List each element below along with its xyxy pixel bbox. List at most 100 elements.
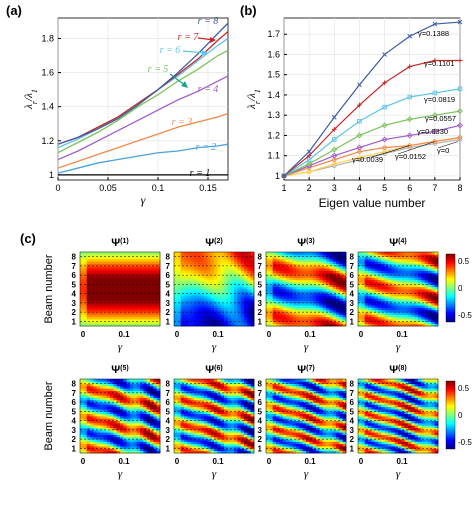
heatmap-cell <box>184 446 188 449</box>
heatmap-cell <box>130 422 134 426</box>
heatmap-cell <box>266 441 270 445</box>
heatmap-cell <box>133 289 138 292</box>
heatmap-cell <box>156 316 161 320</box>
heatmap-cell <box>250 443 255 447</box>
heatmap-cell <box>123 323 128 327</box>
heatmap-cell <box>100 427 104 431</box>
heatmap-cell <box>93 295 98 299</box>
heatmap-cell <box>150 383 154 387</box>
heatmap-cell <box>106 302 111 306</box>
heatmap-cell <box>180 399 185 403</box>
heatmap-cell <box>302 286 307 290</box>
heatmap-cell <box>136 422 141 426</box>
heatmap-cell <box>103 388 108 391</box>
heatmap-cell <box>398 279 402 283</box>
heatmap-cell <box>123 312 128 315</box>
heatmap-cell <box>434 270 439 274</box>
heatmap-cell <box>106 254 111 258</box>
heatmap-cell <box>244 379 248 382</box>
heatmap-cell <box>96 390 101 394</box>
heatmap-cell <box>187 443 192 447</box>
tick-label-y: 8 <box>350 253 355 262</box>
heatmap-cell <box>234 439 238 442</box>
heatmap-cell <box>190 390 195 394</box>
heatmap-cell <box>153 309 158 313</box>
heatmap-cell <box>250 298 255 301</box>
heatmap-cell <box>156 402 161 405</box>
heatmap-cell <box>146 388 151 391</box>
heatmap-cell <box>411 286 416 290</box>
heatmap-cell <box>146 307 151 311</box>
heatmap-cell <box>190 406 195 410</box>
heatmap-cell <box>217 399 222 403</box>
heatmap-cell <box>364 321 369 325</box>
heatmap-cell <box>197 305 202 308</box>
heatmap-cell <box>133 443 138 447</box>
heatmap-cell <box>292 256 297 260</box>
heatmap-cell <box>384 279 389 283</box>
heatmap-cell <box>116 388 121 391</box>
heatmap-cell <box>194 416 198 419</box>
heatmap-cell <box>326 298 330 301</box>
heatmap-cell <box>143 263 148 267</box>
heatmap-cell <box>378 300 382 304</box>
heatmap-cell <box>153 427 158 431</box>
heatmap-cell <box>361 293 366 297</box>
heatmap-cell <box>361 323 366 327</box>
heatmap-cell <box>90 309 94 313</box>
heatmap-cell <box>224 439 228 442</box>
heatmap-cell <box>227 277 232 281</box>
heatmap-cell <box>187 256 192 260</box>
heatmap-cell <box>421 268 426 271</box>
heatmap-cell <box>342 316 347 320</box>
heatmap-cell <box>184 397 188 401</box>
heatmap-cell <box>266 427 270 431</box>
heatmap-cell <box>123 383 128 387</box>
heatmap-cell <box>180 261 185 264</box>
heatmap-cell <box>237 436 242 440</box>
heatmap-cell <box>177 316 182 320</box>
heatmap-cell <box>86 300 91 304</box>
heatmap-cell <box>299 323 304 327</box>
heatmap-cell <box>90 416 94 419</box>
heatmap-cell <box>174 441 178 445</box>
heatmap-cell <box>210 404 215 408</box>
heatmap-cell <box>217 261 222 264</box>
heatmap-cell <box>93 277 98 281</box>
heatmap-cell <box>86 258 91 262</box>
heatmap-cell <box>146 379 151 382</box>
heatmap-cell <box>234 379 238 382</box>
heatmap-cell <box>424 258 429 262</box>
heatmap-cell <box>110 302 114 306</box>
heatmap-cell <box>272 295 277 299</box>
heatmap-cell <box>319 307 324 311</box>
heatmap-cell <box>130 312 134 315</box>
heatmap-cell <box>237 258 242 262</box>
heatmap-cell <box>153 254 158 258</box>
heatmap-cell <box>153 406 158 410</box>
heatmap-cell <box>187 392 192 396</box>
heatmap-cell <box>177 295 182 299</box>
heatmap-cell <box>190 282 195 285</box>
heatmap-cell <box>187 302 192 306</box>
heatmap-cell <box>90 429 94 433</box>
heatmap-cell <box>150 379 154 382</box>
heatmap-cell <box>329 319 334 322</box>
heatmap-cell <box>227 293 232 297</box>
heatmap-cell <box>174 268 178 271</box>
heatmap-cell <box>187 436 192 440</box>
heatmap-cell <box>336 279 340 283</box>
heatmap-cell <box>146 291 151 295</box>
heatmap-cell <box>184 298 188 301</box>
heatmap-cell <box>391 265 396 269</box>
heatmap-cell <box>86 404 91 408</box>
heatmap-cell <box>197 379 202 382</box>
heatmap-cell <box>247 381 252 385</box>
heatmap-cell <box>414 316 419 320</box>
heatmap-cell <box>312 272 317 276</box>
heatmap-cell <box>106 298 111 301</box>
heatmap-cell <box>398 307 402 311</box>
heatmap-cell <box>339 279 344 283</box>
heatmap-cell <box>177 323 182 327</box>
heatmap-cell <box>83 305 88 308</box>
